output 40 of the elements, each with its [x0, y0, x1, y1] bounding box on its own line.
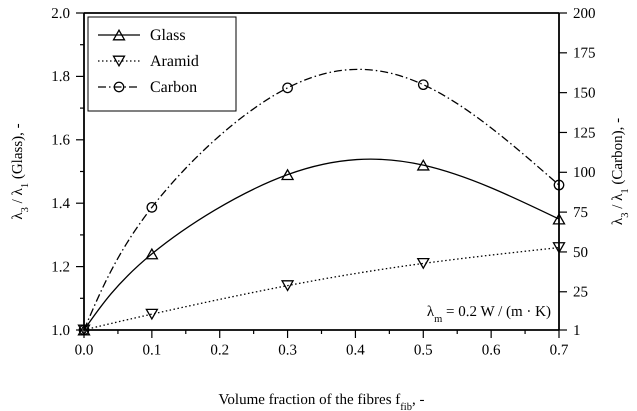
x-tick-label: 0.5 — [414, 342, 433, 359]
point — [417, 258, 430, 269]
y2-tick-label: 25 — [573, 284, 588, 301]
point — [282, 82, 293, 94]
point — [281, 169, 294, 180]
x-tick-label: 0.7 — [550, 342, 569, 359]
point — [281, 280, 294, 292]
x-axis-title: Volume fraction of the fibres f$_{fib}$, - — [218, 392, 424, 411]
y-tick-label: 2.0 — [51, 6, 70, 22]
x-tick-label: 0.6 — [482, 342, 502, 359]
point — [417, 160, 430, 171]
y2-tick-label: 200 — [573, 6, 596, 22]
legend-label: Glass — [150, 27, 186, 44]
y2-tick-label: 125 — [573, 125, 596, 142]
x-tick-label: 0.1 — [142, 342, 162, 359]
y2-tick-label: 100 — [573, 165, 596, 182]
y2-tick-label: 75 — [573, 204, 588, 221]
y-tick-label: 1.6 — [51, 132, 70, 149]
point — [146, 308, 158, 320]
y-tick-label: 1.4 — [51, 196, 70, 212]
point — [552, 214, 566, 224]
y-tick-label: 1.8 — [51, 69, 70, 86]
x-tick-label: 0.0 — [74, 342, 94, 359]
point — [418, 79, 429, 90]
y-tick-label: 1.0 — [51, 322, 70, 339]
y2-tick-label: 150 — [573, 85, 596, 102]
point — [146, 202, 158, 213]
point — [146, 248, 158, 260]
y2-tick-label: 175 — [573, 46, 596, 62]
y2-tick-label: 50 — [573, 244, 588, 261]
point — [554, 180, 564, 190]
y-tick-label: 1.2 — [51, 259, 70, 276]
legend-label: Aramid — [150, 53, 199, 70]
y2-tick-label: 1 — [573, 322, 580, 339]
x-tick-label: 0.4 — [346, 342, 366, 359]
x-tick-label: 0.2 — [210, 342, 230, 359]
legend-label: Carbon — [150, 79, 198, 96]
x-tick-label: 0.3 — [278, 342, 297, 359]
annotation: λ$_{m}$ = 0.2 W / (m · K) — [426, 304, 551, 324]
point — [552, 242, 566, 254]
